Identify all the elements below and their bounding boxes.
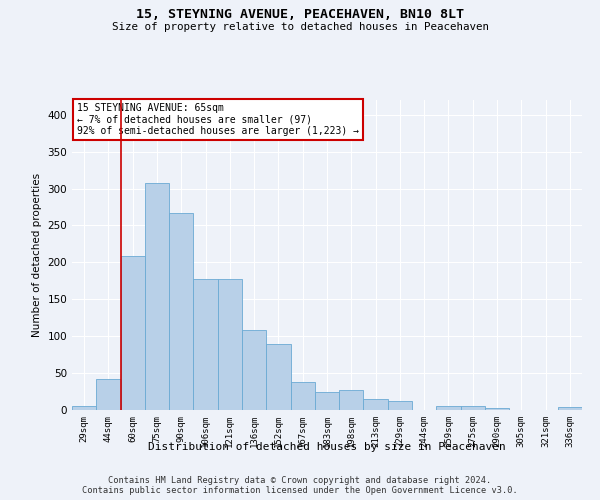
Bar	[96, 379, 121, 410]
Bar	[266, 344, 290, 410]
Bar	[315, 392, 339, 410]
Bar	[290, 382, 315, 410]
Bar	[364, 399, 388, 410]
Bar	[485, 408, 509, 410]
Bar	[339, 390, 364, 410]
Bar	[388, 401, 412, 410]
Bar	[461, 406, 485, 410]
Text: Size of property relative to detached houses in Peacehaven: Size of property relative to detached ho…	[112, 22, 488, 32]
Text: Contains HM Land Registry data © Crown copyright and database right 2024.
Contai: Contains HM Land Registry data © Crown c…	[82, 476, 518, 495]
Bar	[121, 256, 145, 410]
Bar	[145, 182, 169, 410]
Bar	[558, 407, 582, 410]
Text: Distribution of detached houses by size in Peacehaven: Distribution of detached houses by size …	[148, 442, 506, 452]
Bar	[436, 406, 461, 410]
Bar	[72, 406, 96, 410]
Bar	[169, 213, 193, 410]
Text: 15 STEYNING AVENUE: 65sqm
← 7% of detached houses are smaller (97)
92% of semi-d: 15 STEYNING AVENUE: 65sqm ← 7% of detach…	[77, 103, 359, 136]
Bar	[193, 278, 218, 410]
Bar	[218, 278, 242, 410]
Bar	[242, 330, 266, 410]
Text: 15, STEYNING AVENUE, PEACEHAVEN, BN10 8LT: 15, STEYNING AVENUE, PEACEHAVEN, BN10 8L…	[136, 8, 464, 20]
Y-axis label: Number of detached properties: Number of detached properties	[32, 173, 42, 337]
